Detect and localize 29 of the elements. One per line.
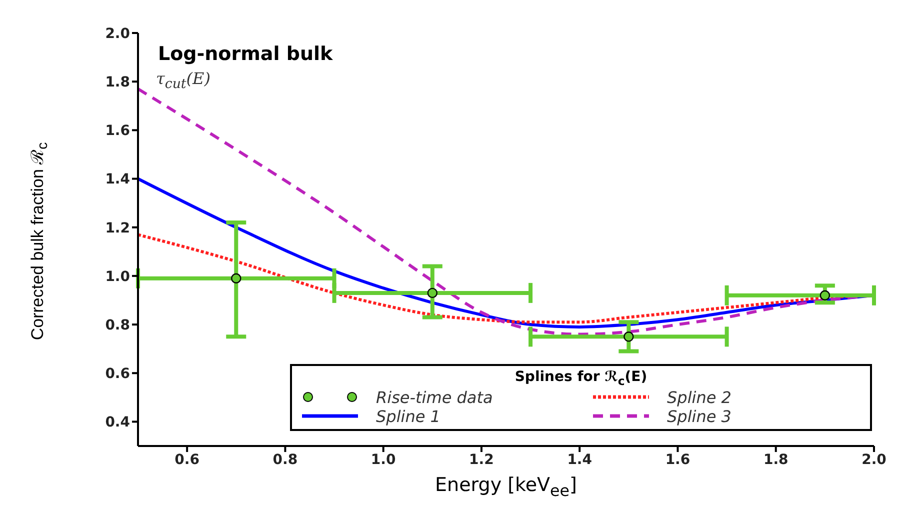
y-tick-label: 0.8: [105, 318, 130, 334]
legend-label: Rise-time data: [376, 388, 493, 407]
y-tick-label: 0.6: [105, 366, 130, 382]
y-tick-label: 2.0: [105, 26, 130, 42]
x-tick-label: 2.0: [862, 452, 887, 468]
point: [624, 332, 634, 342]
y-tick-label: 1.6: [105, 123, 130, 140]
x-tick-label: 0.6: [174, 452, 200, 468]
x-tick-label: 1.4: [567, 452, 592, 468]
y-tick-label: 0.4: [105, 414, 130, 431]
x-tick-label: 1.0: [370, 452, 396, 468]
x-tick-label: 1.2: [469, 452, 494, 468]
annotation: τ$_{cut}$(E): [156, 69, 210, 92]
x-tick-label: 1.8: [763, 452, 788, 468]
y-tick-label: 1.2: [105, 220, 130, 236]
legend-label: Spline 1: [376, 406, 440, 426]
legend-label: Spline 2: [667, 388, 732, 407]
point: [231, 273, 242, 284]
x-axis-title: Energy [keV$_{ee}$]: [435, 474, 577, 500]
legend-title: Splines for ℛ$_{c}$(E): [514, 369, 648, 388]
x-tick-label: 0.8: [272, 452, 298, 468]
text: Log-normal bulk: [158, 43, 333, 65]
x-tick-label: 1.6: [665, 452, 690, 468]
y-tick-label: 1.0: [105, 268, 130, 285]
y-tick-label: 1.4: [105, 172, 130, 188]
legend-label: Spline 3: [667, 406, 732, 426]
y-tick-label: 1.8: [105, 74, 130, 91]
point: [427, 288, 438, 298]
point: [820, 290, 830, 300]
